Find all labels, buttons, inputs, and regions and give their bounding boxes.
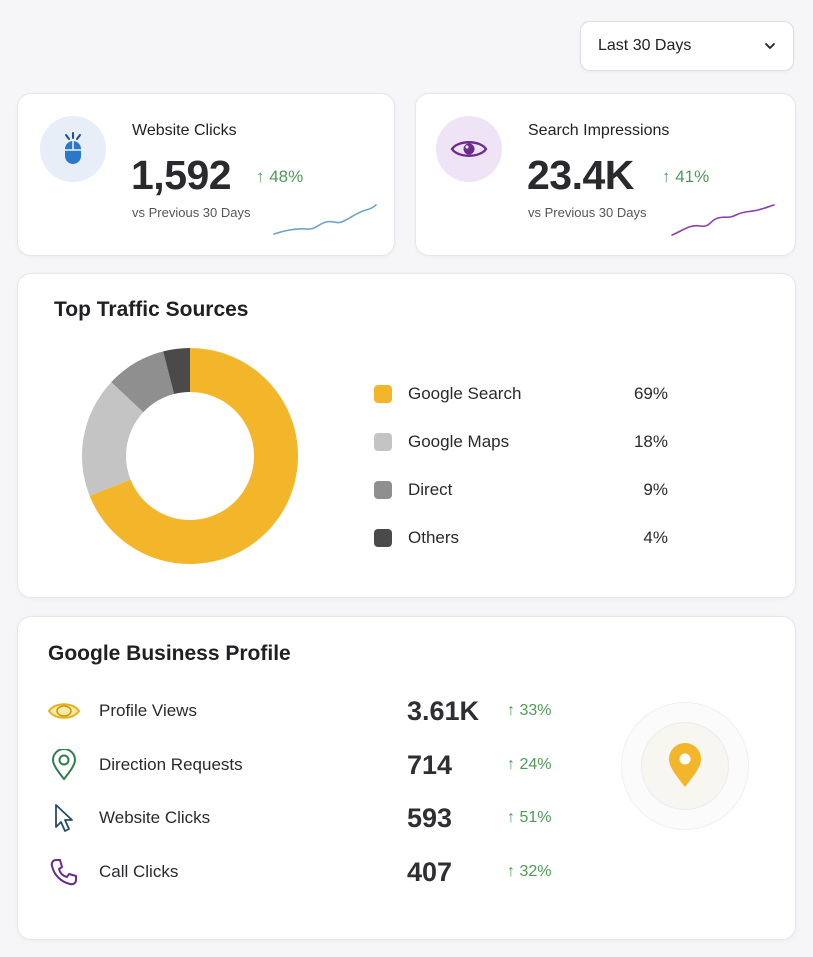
metric-delta: ↑ 51% <box>507 809 552 826</box>
kpi-delta: ↑ 48% <box>256 167 304 186</box>
legend-label: Others <box>408 528 460 547</box>
metric-label: Profile Views <box>99 701 197 720</box>
mouse-icon <box>40 116 106 182</box>
metric-label: Website Clicks <box>99 808 211 827</box>
metric-label: Call Clicks <box>99 862 179 881</box>
eye-icon <box>436 116 502 182</box>
metric-row-call-clicks: Call Clicks 407 ↑ 32% <box>46 852 606 892</box>
legend-item: Google Maps 18% <box>374 418 674 466</box>
map-pin-inner <box>641 722 729 810</box>
metric-value: 714 <box>407 749 453 780</box>
legend-item: Direct 9% <box>374 466 674 514</box>
eye-icon <box>46 693 82 729</box>
date-range-label: Last 30 Days <box>598 37 692 54</box>
legend-item: Others 4% <box>374 514 674 562</box>
kpi-value: 1,592 <box>131 152 232 198</box>
location-pin-icon <box>46 747 82 783</box>
kpi-delta: ↑ 41% <box>662 167 710 186</box>
kpi-value: 23.4K <box>527 152 634 198</box>
kpi-title: Search Impressions <box>528 122 670 139</box>
kpi-comparison-label: vs Previous 30 Days <box>132 205 251 220</box>
legend-value: 4% <box>643 528 668 547</box>
legend-swatch <box>374 481 392 499</box>
legend-item: Google Search 69% <box>374 370 674 418</box>
metric-row-website-clicks: Website Clicks 593 ↑ 51% <box>46 798 606 838</box>
map-pin-badge <box>621 702 749 830</box>
metric-row-direction-requests: Direction Requests 714 ↑ 24% <box>46 745 606 785</box>
legend-value: 69% <box>633 384 668 403</box>
traffic-legend: Google Search 69% Google Maps 18% Direct… <box>374 370 674 562</box>
sparkline-search-impressions <box>671 204 775 236</box>
traffic-donut-chart <box>81 348 298 564</box>
metric-delta: ↑ 32% <box>507 863 552 880</box>
donut-slice-google-maps <box>81 382 144 496</box>
metric-delta: ↑ 24% <box>507 756 552 773</box>
cursor-icon <box>46 800 82 836</box>
legend-swatch <box>374 385 392 403</box>
date-range-select[interactable]: Last 30 Days <box>580 21 794 71</box>
donut-slice-google-search <box>89 348 298 564</box>
metric-value: 407 <box>407 856 453 887</box>
legend-swatch <box>374 433 392 451</box>
kpi-card-search-impressions: Search Impressions 23.4K ↑ 41% vs Previo… <box>415 93 796 256</box>
section-title: Google Business Profile <box>48 642 291 665</box>
legend-swatch <box>374 529 392 547</box>
metric-value: 3.61K <box>407 695 480 726</box>
metric-value: 593 <box>407 802 453 833</box>
section-title: Top Traffic Sources <box>54 298 249 321</box>
sparkline-website-clicks <box>273 204 377 235</box>
legend-label: Direct <box>408 480 453 499</box>
phone-icon <box>46 854 82 890</box>
kpi-card-website-clicks: Website Clicks 1,592 ↑ 48% vs Previous 3… <box>17 93 395 256</box>
metric-delta: ↑ 33% <box>507 702 552 719</box>
legend-label: Google Search <box>408 384 522 403</box>
map-pin-icon <box>669 743 701 787</box>
metric-row-profile-views: Profile Views 3.61K ↑ 33% <box>46 691 606 731</box>
chevron-down-icon <box>765 43 775 49</box>
donut-slice-direct <box>111 351 175 413</box>
traffic-sources-card: Top Traffic Sources Google Search 69% Go… <box>17 273 796 598</box>
kpi-title: Website Clicks <box>132 122 237 139</box>
legend-value: 18% <box>633 432 668 451</box>
metric-label: Direction Requests <box>99 755 243 774</box>
business-profile-card: Google Business Profile Profile Views 3.… <box>17 616 796 940</box>
legend-label: Google Maps <box>408 432 510 451</box>
kpi-comparison-label: vs Previous 30 Days <box>528 205 647 220</box>
legend-value: 9% <box>643 480 668 499</box>
donut-slice-others <box>163 348 190 395</box>
